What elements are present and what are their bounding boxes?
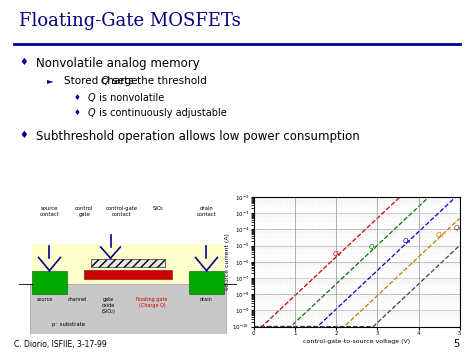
Text: drain: drain xyxy=(200,297,213,302)
Text: ♦: ♦ xyxy=(73,93,81,102)
Text: Subthreshold operation allows low power consumption: Subthreshold operation allows low power … xyxy=(36,130,359,143)
Text: SiO₂: SiO₂ xyxy=(153,206,164,211)
Text: Stored charge: Stored charge xyxy=(64,76,141,86)
Text: ♦: ♦ xyxy=(73,108,81,117)
Text: Nonvolatile analog memory: Nonvolatile analog memory xyxy=(36,57,199,70)
Y-axis label: source current (A): source current (A) xyxy=(225,233,230,290)
Text: Q₂: Q₂ xyxy=(369,245,377,251)
Text: Q₄: Q₄ xyxy=(436,231,445,237)
Text: Q₅: Q₅ xyxy=(454,225,462,231)
Text: p⁻ substrate: p⁻ substrate xyxy=(52,322,85,327)
Bar xyxy=(84,270,172,279)
Bar xyxy=(32,271,67,294)
Text: control-gate
contact: control-gate contact xyxy=(105,206,137,217)
Text: control
gate: control gate xyxy=(75,206,93,217)
Text: ►: ► xyxy=(47,76,54,85)
Text: sets the threshold: sets the threshold xyxy=(109,76,207,86)
Text: 5: 5 xyxy=(454,339,460,349)
Text: is continuously adjustable: is continuously adjustable xyxy=(96,108,227,118)
Text: Q: Q xyxy=(88,93,95,103)
Text: gate
oxide
(SiO₂): gate oxide (SiO₂) xyxy=(101,297,115,313)
Text: ♦: ♦ xyxy=(19,57,27,67)
Text: channel: channel xyxy=(68,297,88,302)
Text: Q₃: Q₃ xyxy=(402,238,410,244)
X-axis label: control-gate-to-source voltage (V): control-gate-to-source voltage (V) xyxy=(303,339,410,344)
Text: is nonvolatile: is nonvolatile xyxy=(96,93,164,103)
Text: source: source xyxy=(37,297,53,302)
Text: C. Diorio, ISFIIE, 3-17-99: C. Diorio, ISFIIE, 3-17-99 xyxy=(14,340,107,349)
Bar xyxy=(30,284,226,334)
Text: Q₁: Q₁ xyxy=(333,251,341,257)
Text: source
contact: source contact xyxy=(40,206,59,217)
Text: drain
contact: drain contact xyxy=(197,206,216,217)
Text: Q: Q xyxy=(88,108,95,118)
Text: floating gate
(Charge Q): floating gate (Charge Q) xyxy=(137,297,168,308)
Bar xyxy=(189,271,224,294)
Bar xyxy=(32,244,224,284)
Text: Q: Q xyxy=(100,76,109,86)
Text: Floating-Gate MOSFETs: Floating-Gate MOSFETs xyxy=(19,12,241,31)
Text: ♦: ♦ xyxy=(19,130,27,140)
Bar xyxy=(91,259,165,267)
